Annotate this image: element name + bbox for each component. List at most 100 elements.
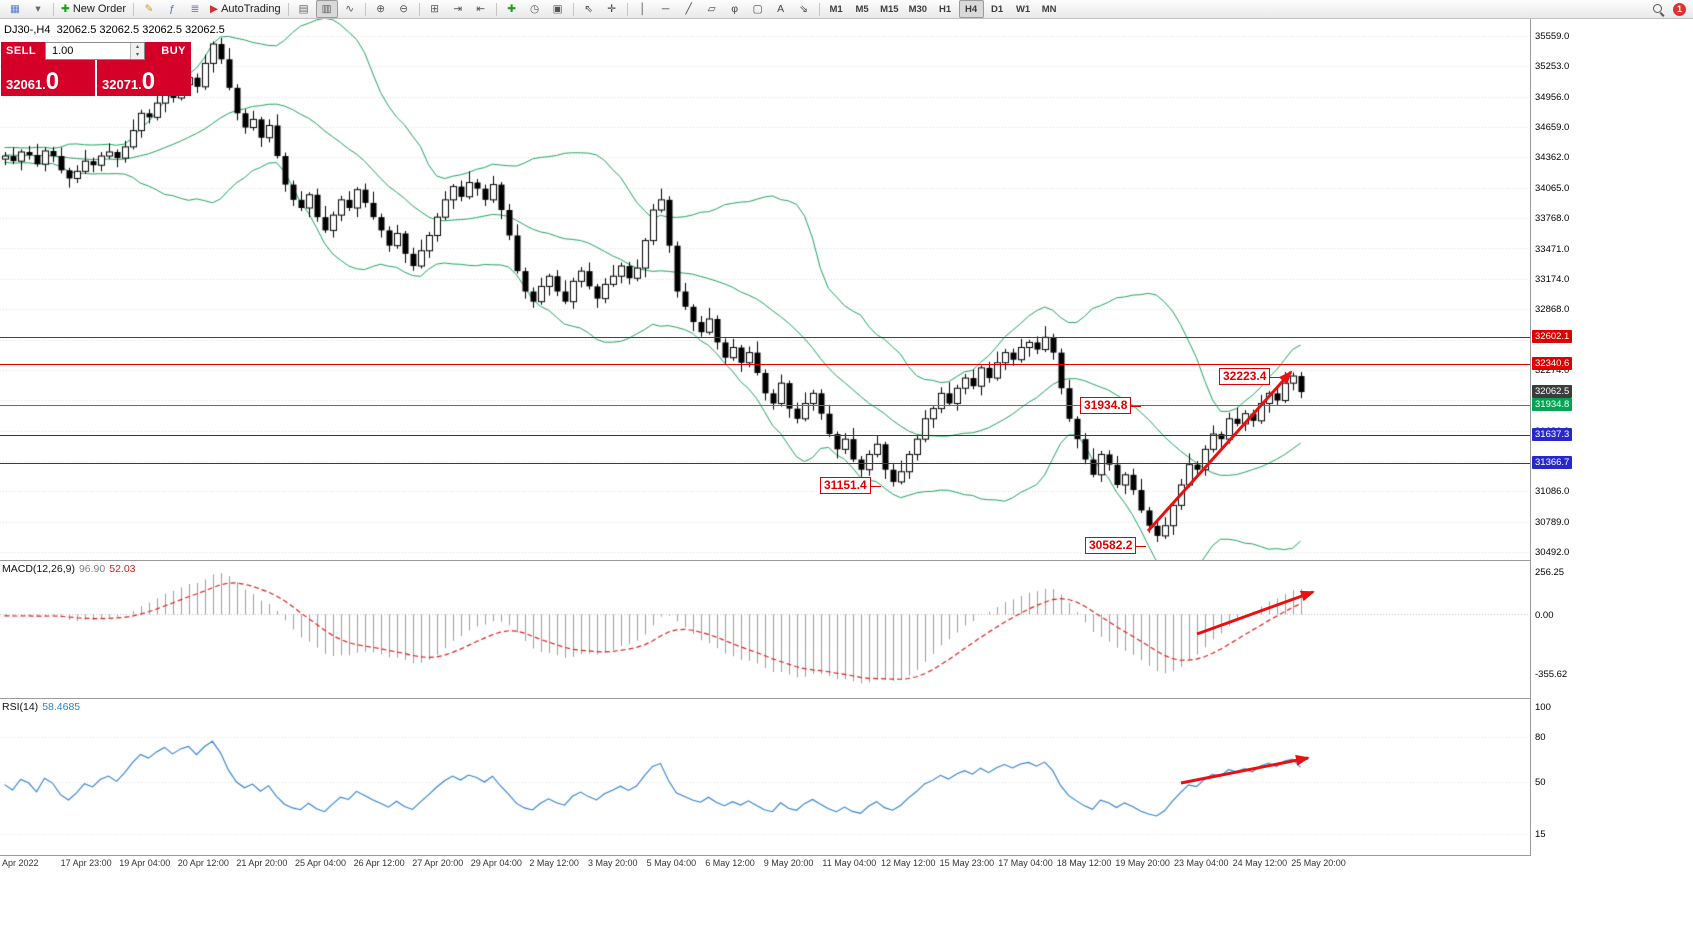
tf-d1-button[interactable]: D1 <box>991 3 1004 15</box>
time-axis-label: 17 Apr 23:00 <box>60 858 112 868</box>
price-axis-label: 33768.0 <box>1535 213 1570 225</box>
chart-list-button[interactable]: ▾ <box>27 0 49 18</box>
macd-panel[interactable]: MACD(12,26,9) 96.90 52.03 <box>0 561 1530 698</box>
experts-icon: ƒ <box>169 2 175 15</box>
tf-h4-button[interactable]: H4 <box>958 0 984 18</box>
rsi-axis-label: 15 <box>1535 828 1546 840</box>
search-icon <box>1652 3 1665 16</box>
time-axis-label: 12 May 12:00 <box>881 858 936 868</box>
crosshair-button[interactable]: ✛ <box>601 0 623 18</box>
time-axis-label: 19 Apr 04:00 <box>119 858 171 868</box>
auto-scroll-button[interactable]: ⇥ <box>447 0 469 18</box>
cursor-icon: ⇖ <box>584 2 594 15</box>
tile-windows-button[interactable]: ⊞ <box>424 0 446 18</box>
macd-value: 96.90 <box>78 563 106 575</box>
templates-button[interactable]: ▣ <box>547 0 569 18</box>
volume-up-button[interactable]: ▴ <box>131 43 144 51</box>
volume-steppers: ▴ ▾ <box>130 43 144 59</box>
trendline-button[interactable]: ╱ <box>678 0 700 18</box>
volume-input[interactable]: 1.00 ▴ ▾ <box>45 42 145 60</box>
buy-button[interactable]: BUY 32071. 0 <box>97 42 191 96</box>
rsi-panel[interactable]: RSI(14) 58.4685 <box>0 699 1530 855</box>
line-chart-button[interactable]: ∿ <box>339 0 361 18</box>
line-chart-icon: ∿ <box>345 2 355 15</box>
time-axis-label: 24 May 12:00 <box>1232 858 1288 868</box>
price-axis-label: 32868.0 <box>1535 304 1570 316</box>
fibonacci-button[interactable]: φ <box>724 0 746 18</box>
candlestick-chart-icon: ▥ <box>321 2 332 15</box>
time-axis-label: 20 Apr 12:00 <box>177 858 229 868</box>
price-tag-32340.6: 32340.6 <box>1532 356 1573 370</box>
rsi-axis-label: 80 <box>1535 731 1546 743</box>
volume-down-button[interactable]: ▾ <box>131 51 144 59</box>
periods-button[interactable]: ◷ <box>524 0 546 18</box>
current-price-tag: 32062.5 <box>1532 385 1573 399</box>
time-axis-label: 25 Apr 04:00 <box>295 858 347 868</box>
tile-windows-icon: ⊞ <box>430 2 440 15</box>
zoom-out-button[interactable]: ⊖ <box>393 0 415 18</box>
periods-icon: ◷ <box>530 2 540 15</box>
price-axis-label: 30492.0 <box>1535 547 1570 558</box>
macd-chart-canvas[interactable] <box>0 561 1530 698</box>
price-axis-label: 30789.0 <box>1535 516 1570 528</box>
time-axis-label: 15 May 23:00 <box>939 858 995 868</box>
time-axis-label: 5 May 04:00 <box>646 858 697 868</box>
vertical-line-icon: │ <box>639 2 646 15</box>
search-button[interactable] <box>1647 0 1669 18</box>
bar-chart-button[interactable]: ▤ <box>293 0 315 18</box>
tf-m1-button[interactable]: M1 <box>829 3 843 15</box>
tf-mn-button[interactable]: MN <box>1041 3 1057 15</box>
tf-w1-button[interactable]: W1 <box>1015 3 1031 15</box>
price-axis-label: 34956.0 <box>1535 91 1570 103</box>
tf-h1-button[interactable]: H1 <box>939 3 952 15</box>
terminal-button[interactable]: ≣ <box>184 0 206 18</box>
zoom-in-button[interactable]: ⊕ <box>370 0 392 18</box>
tf-m15-button[interactable]: M15 <box>880 3 899 15</box>
rsi-chart-canvas[interactable] <box>0 699 1530 855</box>
candlestick-chart-canvas[interactable] <box>0 19 1530 560</box>
new-order-icon: ✚ <box>61 2 70 15</box>
tf-m30-button[interactable]: M30 <box>908 3 928 15</box>
price-axis-label: 33174.0 <box>1535 273 1570 285</box>
time-axis[interactable]: Apr 2022 17 Apr 23:00 19 Apr 04:00 20 Apr 1… <box>0 856 1693 873</box>
new-order-button[interactable]: ✚ New Order <box>58 0 129 18</box>
notifications-badge[interactable]: 1 <box>1673 2 1686 16</box>
candlestick-chart-button[interactable]: ▥ <box>315 0 338 18</box>
arrows-tool-button[interactable]: ⇘ <box>793 0 815 18</box>
channel-button[interactable]: ▱ <box>701 0 723 18</box>
chart-shift-icon: ⇤ <box>476 2 486 15</box>
new-chart-button[interactable]: ▦ <box>4 0 26 18</box>
toolbar: ▦ ▾ ✚ New Order ✎ ƒ ≣ ▶ AutoTrading ▤ ▥ ∿ ⊕ ⊖ ⊞ ⇥ ⇤ ✚ ◷ ▣ ⇖ ✛… <box>0 0 1693 19</box>
sell-price-big-digit: 0 <box>45 68 60 96</box>
autotrading-button[interactable]: ▶ AutoTrading <box>207 0 284 18</box>
metaeditor-button[interactable]: ✎ <box>138 0 160 18</box>
sell-label: SELL <box>6 45 37 57</box>
macd-splitter[interactable] <box>0 560 1531 561</box>
price-axis-label: 34362.0 <box>1535 152 1570 164</box>
autotrading-icon: ▶ <box>210 2 219 15</box>
rsi-axis-label: 100 <box>1535 702 1551 713</box>
chart-shift-button[interactable]: ⇤ <box>470 0 492 18</box>
autotrading-label: AutoTrading <box>221 3 281 15</box>
toolbar-separator <box>572 2 574 16</box>
time-axis-line <box>0 855 1531 856</box>
cursor-button[interactable]: ⇖ <box>578 0 600 18</box>
rsi-splitter[interactable] <box>0 698 1531 699</box>
horizontal-line-button[interactable]: ─ <box>655 0 677 18</box>
shapes-button[interactable]: ▢ <box>747 0 769 18</box>
vertical-line-button[interactable]: │ <box>632 0 654 18</box>
new-chart-icon: ▦ <box>10 2 20 15</box>
indicators-button[interactable]: ✚ <box>501 0 523 18</box>
fibonacci-icon: φ <box>731 2 739 15</box>
experts-button[interactable]: ƒ <box>161 0 183 18</box>
text-button[interactable]: A <box>770 0 792 18</box>
time-axis-label: 11 May 04:00 <box>822 858 877 868</box>
one-click-trade-widget: SELL 32061. 0 BUY 32071. 0 1.00 ▴ ▾ <box>1 42 191 96</box>
rsi-value: 58.4685 <box>42 701 81 713</box>
price-tag-31934.8: 31934.8 <box>1532 398 1573 412</box>
main-chart-panel[interactable]: DJ30-,H4 32062.5 32062.5 32062.5 32062.5… <box>0 19 1530 560</box>
terminal-icon: ≣ <box>190 2 200 15</box>
tf-m5-button[interactable]: M5 <box>855 3 869 15</box>
price-axis[interactable]: 35559.0 35253.0 34956.0 34659.0 34362.0 34065… <box>1530 19 1693 855</box>
price-annotation: 31934.8 <box>1080 397 1142 414</box>
